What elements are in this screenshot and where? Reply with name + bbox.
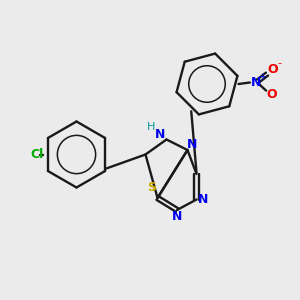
Text: Cl: Cl <box>30 148 44 161</box>
Text: +: + <box>258 71 266 82</box>
Text: -: - <box>278 58 282 68</box>
Text: N: N <box>251 76 261 89</box>
Text: N: N <box>198 193 208 206</box>
Text: N: N <box>155 128 165 141</box>
Text: H: H <box>147 122 156 132</box>
Text: O: O <box>267 88 278 101</box>
Text: N: N <box>187 138 197 151</box>
Text: O: O <box>268 63 278 76</box>
Text: S: S <box>147 181 156 194</box>
Text: N: N <box>172 210 182 223</box>
